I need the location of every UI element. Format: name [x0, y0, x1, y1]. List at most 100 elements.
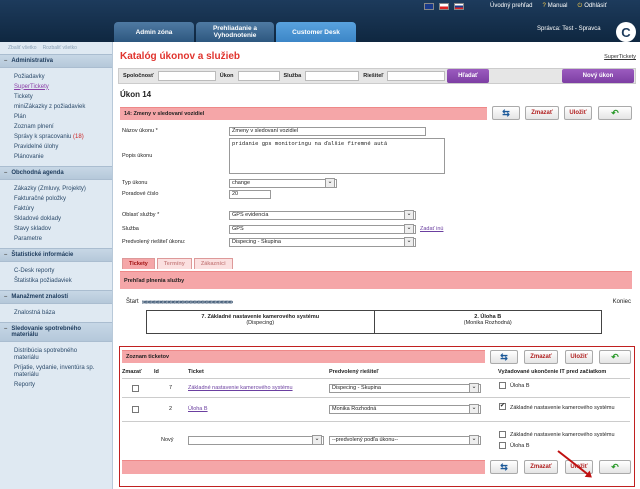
- tab-customer-desk[interactable]: Customer Desk: [276, 22, 356, 42]
- name-label: Názov úkonu *: [122, 128, 158, 134]
- footer-delete-button[interactable]: Zmazať: [524, 460, 558, 474]
- search-button[interactable]: Hľadať: [447, 69, 489, 83]
- sidebar-item-receipt-issue[interactable]: Príjatie, vydanie, inventúra sp. materiá…: [14, 364, 95, 378]
- order-input[interactable]: 20: [229, 190, 271, 199]
- sidebar-item-reports[interactable]: Reporty: [14, 381, 36, 388]
- tab-browse-evaluate[interactable]: Prehliadanie a Vyhodnotenie: [196, 22, 274, 42]
- required-checkbox[interactable]: [499, 442, 506, 449]
- service-label: Služba: [122, 226, 139, 232]
- sidebar-item-billing-items[interactable]: Fakturačné položky: [14, 195, 67, 202]
- other-service-link[interactable]: Zadať inú: [420, 226, 444, 232]
- tab-admin-zone[interactable]: Admin zóna: [114, 22, 194, 42]
- solver-select[interactable]: Monika Rozhodná: [329, 404, 481, 414]
- refresh-button[interactable]: ⇆: [492, 106, 520, 120]
- tab-tickets[interactable]: Tickety: [122, 258, 155, 269]
- footer-back-button[interactable]: ↶: [599, 460, 631, 474]
- new-ticket-select[interactable]: [188, 435, 324, 445]
- col-ticket: Ticket: [188, 369, 204, 375]
- tab-deadlines[interactable]: Termíny: [156, 258, 192, 269]
- ticket-link[interactable]: Základné nastavenie kamerového systému: [188, 385, 293, 391]
- new-task-button[interactable]: Nový úkon: [562, 69, 634, 83]
- task-filter-input[interactable]: [237, 71, 280, 81]
- cz-flag-icon[interactable]: [439, 3, 449, 10]
- solver-filter-input[interactable]: [387, 71, 446, 81]
- save-button[interactable]: Uložiť: [564, 106, 592, 120]
- ticket-id: 7: [169, 385, 173, 391]
- sidebar-item-messages[interactable]: Správy k spracovaniu (18): [14, 133, 84, 140]
- sidebar-item-stock-docs[interactable]: Skladové doklady: [14, 215, 62, 222]
- sidebar-item-cdesk-reports[interactable]: C-Desk reporty: [14, 267, 55, 274]
- service-select[interactable]: GPS: [229, 224, 416, 234]
- supertickets-link[interactable]: SuperTickety: [604, 54, 636, 60]
- sidebar-item-fulfillments[interactable]: Zoznam plnení: [14, 123, 54, 130]
- sk-flag-icon[interactable]: [454, 3, 464, 10]
- tab-customers[interactable]: Zákazníci: [193, 258, 233, 269]
- service-filter-input[interactable]: [305, 71, 360, 81]
- sidebar-section-business[interactable]: – Obchodná agenda: [0, 166, 112, 180]
- sidebar-section-consumables[interactable]: – Sledovanie spotrebného materiálu: [0, 322, 112, 342]
- sidebar-item-regular-tasks[interactable]: Pravidelné úlohy: [14, 143, 59, 150]
- tickets-save-button[interactable]: Uložiť: [565, 350, 593, 364]
- sidebar-item-invoices[interactable]: Faktúry: [14, 205, 35, 212]
- section-title: Úkon 14: [120, 90, 152, 99]
- company-filter-label: Spoločnosť: [123, 73, 154, 79]
- sidebar-item-tickets[interactable]: Tickety: [14, 93, 33, 100]
- sidebar-item-supertickets[interactable]: SuperTickety: [14, 83, 49, 90]
- manual-link[interactable]: ? Manual: [542, 3, 568, 9]
- service-flow: Štart ››››››››››››››››››››››››››››››››››…: [126, 298, 631, 306]
- sidebar-item-parameters[interactable]: Parametre: [14, 235, 43, 242]
- service-filter-label: Služba: [283, 73, 302, 79]
- delete-button[interactable]: Zmazať: [525, 106, 559, 120]
- back-button[interactable]: ↶: [598, 106, 632, 120]
- tickets-refresh-button[interactable]: ⇆: [490, 350, 518, 364]
- sidebar-section-stats[interactable]: – Štatistické informácie: [0, 248, 112, 262]
- tickets-delete-button[interactable]: Zmazať: [524, 350, 558, 364]
- back-arrow-icon: ↶: [611, 107, 619, 118]
- delete-checkbox[interactable]: [132, 385, 139, 392]
- footer-refresh-button[interactable]: ⇆: [490, 460, 518, 474]
- tickets-back-button[interactable]: ↶: [599, 350, 631, 364]
- sidebar-item-planning[interactable]: Plánovanie: [14, 153, 44, 160]
- solver-select[interactable]: Dispecing - Skupina: [329, 383, 481, 393]
- sidebar-section-knowledge[interactable]: – Manažment znalostí: [0, 290, 112, 304]
- tickets-footer-bar: [122, 460, 485, 474]
- top-bar: Úvodný prehľad ? Manual ⏻ Odhlásiť Admin z…: [0, 0, 640, 42]
- logout-link[interactable]: ⏻ Odhlásiť: [577, 3, 607, 9]
- sidebar-item-stock-levels[interactable]: Stavy skladov: [14, 225, 52, 232]
- name-input[interactable]: Zmeny v sledovaní vozidiel: [229, 127, 426, 136]
- flow-step: 7. Základné nastavenie kamerového systém…: [147, 311, 375, 333]
- area-select[interactable]: GPS evidencia: [229, 210, 416, 220]
- sidebar-item-requests[interactable]: Požiadavky: [14, 73, 45, 80]
- collapse-all-link[interactable]: Zbaliť všetko: [8, 45, 37, 51]
- help-icon: ?: [542, 3, 546, 9]
- required-label: Úloha B: [510, 383, 530, 389]
- uk-flag-icon[interactable]: [424, 3, 434, 10]
- ticket-id: 2: [169, 406, 173, 412]
- required-checkbox[interactable]: [499, 431, 506, 438]
- back-arrow-icon: ↶: [611, 351, 619, 362]
- flow-step: 2. Úloha B (Monika Rozhodná): [463, 314, 512, 326]
- description-textarea[interactable]: pridanie gps monitoringu na ďalšie firem…: [229, 138, 445, 174]
- company-filter-input[interactable]: [157, 71, 216, 81]
- required-checkbox[interactable]: ✔: [499, 403, 506, 410]
- type-select[interactable]: change: [229, 178, 337, 188]
- required-checkbox[interactable]: [499, 382, 506, 389]
- expand-all-link[interactable]: Rozbaliť všetko: [42, 45, 77, 51]
- sidebar-item-mini-orders[interactable]: miniZákazky z požiadaviek: [14, 103, 86, 110]
- solver-select[interactable]: Dispecing - Skupina: [229, 237, 416, 247]
- sidebar-item-plan[interactable]: Plán: [14, 113, 27, 120]
- ticket-link[interactable]: Úloha B: [188, 406, 208, 412]
- col-solver: Predvolený riešiteľ: [329, 369, 379, 375]
- messages-count-badge: (18): [73, 133, 84, 140]
- sidebar-item-request-stats[interactable]: Štatistika požiadaviek: [14, 277, 72, 284]
- main-content: Katalóg úkonov a služieb SuperTickety Sp…: [114, 42, 640, 489]
- new-solver-select[interactable]: --predvolený podľa úkonu--: [329, 435, 481, 445]
- sidebar-item-orders[interactable]: Zákazky (Zmluvy, Projekty): [14, 185, 86, 192]
- sidebar-section-admin[interactable]: – Administratíva: [0, 54, 112, 68]
- sidebar-item-distribution[interactable]: Distribúcia spotrebného materiálu: [14, 347, 78, 361]
- sidebar-item-knowledge-base[interactable]: Znalostná báza: [14, 309, 56, 316]
- refresh-icon: ⇆: [500, 461, 508, 472]
- delete-checkbox[interactable]: [132, 406, 139, 413]
- home-link[interactable]: Úvodný prehľad: [490, 3, 533, 9]
- area-label: Oblasť služby *: [122, 212, 160, 218]
